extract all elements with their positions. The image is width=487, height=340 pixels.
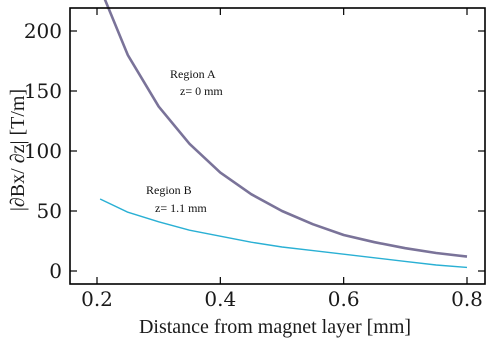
series-lines xyxy=(99,0,468,269)
y-tick-label: 200 xyxy=(24,19,62,43)
x-tick-label: 0.8 xyxy=(451,287,483,311)
annotation-region-b-depth: z= 1.1 mm xyxy=(155,201,207,215)
y-tick-label: 150 xyxy=(24,79,62,103)
x-tick-label: 0.4 xyxy=(204,287,236,311)
annotation-region-a-depth: z= 0 mm xyxy=(180,84,223,98)
tick-labels: 0.2 0.4 0.6 0.8 0 50 100 150 200 xyxy=(24,19,483,311)
x-axis-label: Distance from magnet layer [mm] xyxy=(139,316,411,338)
x-tick-label: 0.6 xyxy=(328,287,360,311)
annotation-region-b-name: Region B xyxy=(146,183,192,197)
y-tick-label: 0 xyxy=(49,259,62,283)
axis-ticks xyxy=(70,8,485,284)
y-tick-label: 100 xyxy=(24,139,62,163)
x-tick-label: 0.2 xyxy=(81,287,113,311)
series-line-region-a xyxy=(103,0,468,258)
plot-frame xyxy=(69,7,486,285)
series-line-region-b xyxy=(99,198,468,269)
series-annotations: Region A z= 0 mm Region B z= 1.1 mm xyxy=(146,67,223,215)
y-tick-label: 50 xyxy=(37,199,62,223)
y-axis-label: |∂Bx/ ∂z| [T/m] xyxy=(7,89,29,211)
annotation-region-a-name: Region A xyxy=(170,67,216,81)
